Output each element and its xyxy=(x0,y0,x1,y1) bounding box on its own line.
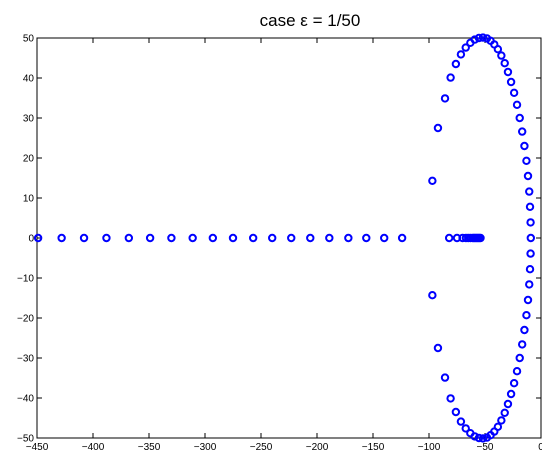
x-tick-label: −250 xyxy=(250,442,273,453)
data-point xyxy=(500,408,509,417)
data-point xyxy=(440,94,450,103)
data-point xyxy=(380,233,389,243)
data-point xyxy=(512,367,522,376)
chart-title: case ε = 1/50 xyxy=(260,11,361,30)
data-point xyxy=(512,100,522,110)
data-point xyxy=(470,35,479,44)
data-point xyxy=(248,233,258,243)
y-tick-label: −50 xyxy=(17,434,34,445)
data-point xyxy=(428,291,437,300)
data-point xyxy=(517,127,527,136)
x-tick-label: −400 xyxy=(82,442,105,453)
data-point xyxy=(456,417,466,426)
data-point xyxy=(306,233,315,243)
x-tick-label: −100 xyxy=(418,442,441,453)
data-point xyxy=(509,88,519,98)
x-tick-label: −350 xyxy=(138,442,161,453)
data-point xyxy=(167,233,176,243)
data-point xyxy=(79,233,89,243)
data-point xyxy=(287,233,296,243)
y-tick-label: 50 xyxy=(23,34,35,45)
data-point xyxy=(500,59,509,68)
data-point xyxy=(497,416,506,425)
y-tick-label: 40 xyxy=(23,74,35,85)
data-point xyxy=(523,171,533,181)
data-point xyxy=(433,123,443,133)
data-point xyxy=(433,343,443,353)
x-tick-label: −50 xyxy=(477,442,494,453)
data-point xyxy=(456,50,466,59)
x-tick-label: −300 xyxy=(194,442,217,453)
data-point xyxy=(451,59,461,69)
data-point xyxy=(461,43,470,52)
data-point xyxy=(228,233,238,243)
data-point xyxy=(522,311,531,320)
data-point xyxy=(509,379,519,388)
data-point xyxy=(57,233,66,243)
data-point xyxy=(506,77,516,87)
data-point xyxy=(515,113,524,123)
data-point xyxy=(497,51,506,60)
data-point xyxy=(522,156,531,166)
data-point xyxy=(525,202,535,212)
data-point xyxy=(517,340,527,349)
data-point xyxy=(474,33,484,43)
data-point xyxy=(525,280,534,289)
y-tick-label: −30 xyxy=(17,354,34,365)
data-point xyxy=(526,218,535,227)
x-tick-label: −150 xyxy=(362,442,385,453)
data-point xyxy=(493,45,503,54)
data-point xyxy=(506,389,516,399)
data-point xyxy=(523,295,533,305)
data-point xyxy=(476,233,485,243)
data-point xyxy=(461,424,470,433)
y-tick-label: 0 xyxy=(28,234,34,245)
y-tick-label: 20 xyxy=(23,154,35,165)
data-points xyxy=(33,33,536,443)
data-point xyxy=(188,233,197,243)
y-tick-label: 10 xyxy=(23,194,35,205)
data-point xyxy=(478,434,488,443)
data-point xyxy=(520,325,529,335)
y-tick-label: −40 xyxy=(17,394,34,405)
data-point xyxy=(362,233,371,243)
data-point xyxy=(208,233,218,243)
data-point xyxy=(145,233,155,243)
y-tick-label: −10 xyxy=(17,274,34,285)
data-point xyxy=(124,233,134,243)
data-point xyxy=(503,67,513,77)
axis-ticks: −450 −400 −350 −300 −250 −200 −150 −100 −50 0−50−… xyxy=(17,34,542,454)
data-point xyxy=(526,233,536,243)
data-point xyxy=(525,265,535,274)
data-point xyxy=(525,187,534,196)
x-tick-label: 0 xyxy=(538,442,542,453)
data-point xyxy=(520,141,529,151)
y-tick-label: −20 xyxy=(17,314,34,325)
data-point xyxy=(268,233,277,243)
data-point xyxy=(428,176,437,186)
x-tick-label: −450 xyxy=(26,442,49,453)
data-point xyxy=(444,233,454,243)
data-point xyxy=(102,233,111,243)
data-point xyxy=(478,33,488,42)
data-point xyxy=(446,73,455,82)
x-tick-label: −200 xyxy=(306,442,329,453)
data-point xyxy=(344,233,353,243)
data-point xyxy=(526,249,535,258)
data-point xyxy=(466,429,475,438)
data-point xyxy=(503,399,513,409)
y-tick-label: 30 xyxy=(23,114,35,125)
data-point xyxy=(515,353,524,363)
data-point xyxy=(325,233,334,243)
data-point xyxy=(440,373,450,382)
data-point xyxy=(397,233,407,243)
data-point xyxy=(474,433,484,443)
data-point xyxy=(446,394,455,403)
data-point xyxy=(451,407,461,417)
data-point xyxy=(33,233,43,243)
data-point xyxy=(482,433,492,442)
